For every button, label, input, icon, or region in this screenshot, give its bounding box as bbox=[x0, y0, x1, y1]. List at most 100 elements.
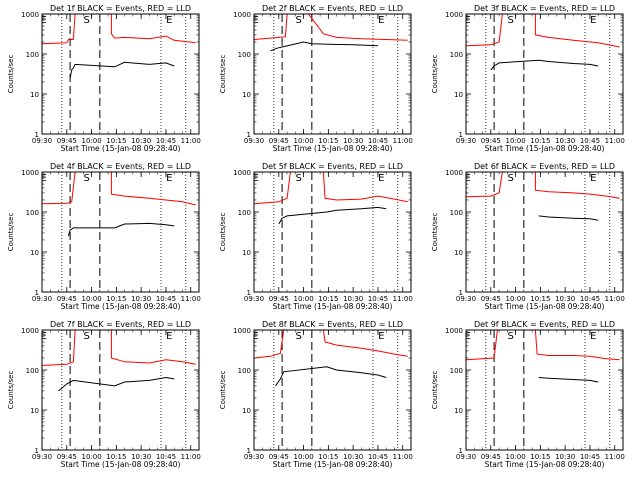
series-lld-line bbox=[41, 171, 196, 206]
y-tick-label: 100 bbox=[238, 51, 251, 59]
y-tick-label: 10 bbox=[454, 91, 463, 99]
y-tick-label: 1000 bbox=[21, 11, 39, 19]
y-tick-label: 10 bbox=[30, 249, 39, 257]
marker-label: E bbox=[252, 15, 258, 26]
x-tick-label: 10:30 bbox=[343, 453, 363, 461]
x-tick-label: 10:15 bbox=[530, 137, 550, 145]
series-events-line bbox=[538, 215, 599, 221]
x-tick-label: 10:15 bbox=[106, 453, 126, 461]
plot-frame bbox=[253, 171, 412, 293]
series-events-line bbox=[58, 376, 175, 392]
y-tick-label: 1 bbox=[35, 131, 39, 139]
x-tick-label: 11:00 bbox=[393, 453, 413, 461]
x-tick-label: 10:15 bbox=[318, 453, 338, 461]
x-tick-label: 10:45 bbox=[156, 137, 176, 145]
y-axis-label: Counts/sec bbox=[7, 55, 15, 94]
chart-panel: Det 5f BLACK = Events, RED = LLD Counts/s… bbox=[219, 162, 413, 311]
series-lld-line bbox=[253, 13, 408, 41]
series-lld-line bbox=[41, 13, 196, 45]
chart-title: Det 2f BLACK = Events, RED = LLD bbox=[262, 4, 403, 13]
x-tick-label: 09:30 bbox=[32, 453, 52, 461]
x-tick-label: 10:30 bbox=[131, 137, 151, 145]
x-axis-label: Start Time (15-Jan-08 09:28:40) bbox=[485, 460, 605, 469]
x-tick-label: 09:45 bbox=[269, 453, 289, 461]
plot-frame bbox=[253, 13, 412, 135]
series-lld-line bbox=[465, 171, 620, 199]
y-tick-label: 1 bbox=[459, 447, 463, 455]
x-tick-label: 11:00 bbox=[181, 137, 201, 145]
y-tick-label: 10 bbox=[454, 407, 463, 415]
chart-title: Det 3f BLACK = Events, RED = LLD bbox=[474, 4, 615, 13]
series-events-line bbox=[278, 206, 387, 225]
y-tick-label: 1 bbox=[459, 289, 463, 297]
marker-label: E bbox=[590, 331, 596, 342]
chart-title: Det 8f BLACK = Events, RED = LLD bbox=[262, 320, 403, 329]
marker-label: E bbox=[464, 331, 470, 342]
series-lld-line bbox=[253, 171, 408, 205]
x-tick-label: 09:30 bbox=[456, 295, 476, 303]
series-events-line bbox=[67, 222, 175, 237]
x-tick-label: 10:15 bbox=[318, 295, 338, 303]
marker-label: E bbox=[464, 15, 470, 26]
marker-label: E bbox=[590, 173, 596, 184]
marker-label: E bbox=[40, 173, 46, 184]
x-tick-label: 09:30 bbox=[244, 453, 264, 461]
x-tick-label: 10:45 bbox=[156, 295, 176, 303]
marker-label: E bbox=[166, 173, 172, 184]
y-tick-label: 1 bbox=[35, 447, 39, 455]
y-tick-label: 1 bbox=[35, 289, 39, 297]
marker-label: S bbox=[295, 331, 301, 342]
chart-title: Det 6f BLACK = Events, RED = LLD bbox=[474, 162, 615, 171]
x-tick-label: 09:30 bbox=[244, 137, 264, 145]
plot-frame bbox=[465, 13, 624, 135]
x-tick-label: 11:00 bbox=[393, 137, 413, 145]
y-axis-label: Counts/sec bbox=[7, 213, 15, 252]
y-tick-label: 1000 bbox=[233, 327, 251, 335]
x-tick-label: 10:30 bbox=[555, 295, 575, 303]
x-tick-label: 11:00 bbox=[605, 137, 625, 145]
x-axis-label: Start Time (15-Jan-08 09:28:40) bbox=[273, 460, 393, 469]
x-tick-label: 10:45 bbox=[368, 453, 388, 461]
x-tick-label: 10:00 bbox=[81, 137, 101, 145]
y-tick-label: 10 bbox=[242, 249, 251, 257]
y-tick-label: 1000 bbox=[21, 169, 39, 177]
series-events-line bbox=[275, 366, 387, 387]
y-tick-label: 100 bbox=[26, 209, 39, 217]
x-tick-label: 10:15 bbox=[106, 137, 126, 145]
x-tick-label: 10:30 bbox=[555, 453, 575, 461]
marker-label: E bbox=[166, 331, 172, 342]
marker-label: E bbox=[378, 173, 384, 184]
y-tick-label: 100 bbox=[26, 51, 39, 59]
plot-frame bbox=[465, 171, 624, 293]
y-tick-label: 10 bbox=[242, 91, 251, 99]
marker-label: E bbox=[40, 15, 46, 26]
marker-label: S bbox=[507, 173, 513, 184]
x-tick-label: 09:30 bbox=[32, 295, 52, 303]
series-lld-line bbox=[465, 13, 620, 48]
y-tick-label: 1000 bbox=[233, 169, 251, 177]
marker-label: E bbox=[166, 15, 172, 26]
x-tick-label: 09:45 bbox=[481, 295, 501, 303]
series-lld-line bbox=[253, 329, 408, 359]
x-axis-label: Start Time (15-Jan-08 09:28:40) bbox=[61, 302, 181, 311]
x-axis-label: Start Time (15-Jan-08 09:28:40) bbox=[485, 302, 605, 311]
chart-title: Det 4f BLACK = Events, RED = LLD bbox=[50, 162, 191, 171]
x-tick-label: 10:45 bbox=[580, 453, 600, 461]
y-tick-label: 1 bbox=[247, 289, 251, 297]
x-tick-label: 10:15 bbox=[106, 295, 126, 303]
y-tick-label: 1 bbox=[247, 131, 251, 139]
y-axis-label: Counts/sec bbox=[219, 213, 227, 252]
series-events-line bbox=[270, 41, 378, 52]
series-lld-line bbox=[465, 329, 620, 361]
x-tick-label: 09:30 bbox=[456, 453, 476, 461]
x-tick-label: 09:45 bbox=[481, 137, 501, 145]
x-tick-label: 10:30 bbox=[131, 295, 151, 303]
series-events-line bbox=[538, 377, 599, 383]
marker-label: E bbox=[464, 173, 470, 184]
x-tick-label: 10:15 bbox=[530, 453, 550, 461]
x-tick-label: 09:45 bbox=[269, 137, 289, 145]
y-tick-label: 10 bbox=[242, 407, 251, 415]
x-tick-label: 11:00 bbox=[393, 295, 413, 303]
plot-frame bbox=[465, 329, 624, 451]
y-axis-label: Counts/sec bbox=[431, 213, 439, 252]
